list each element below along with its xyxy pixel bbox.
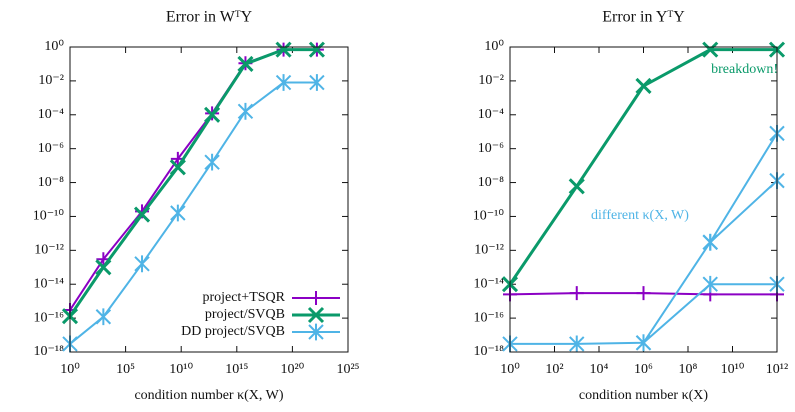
y-tick-label: 10⁻⁸ (478, 175, 504, 190)
y-tick-label: 10⁻¹² (34, 243, 64, 258)
y-tick-label: 10⁻¹² (474, 243, 504, 258)
x-tick-label: 10⁰ (500, 362, 520, 377)
plot-frame (509, 46, 778, 353)
y-tick-label: 10⁻⁶ (38, 141, 64, 156)
series-line (69, 81, 317, 345)
series-line (709, 179, 778, 243)
x-tick-label: 10¹² (766, 362, 788, 377)
x-axis-label: condition number κ(X) (579, 388, 708, 403)
y-tick-label: 10⁻¹⁶ (474, 310, 505, 325)
x-tick-label: 10²⁰ (280, 362, 304, 377)
data-marker (275, 41, 292, 58)
x-tick-label: 10⁵ (116, 362, 135, 377)
data-marker (237, 102, 254, 120)
y-tick-label: 10⁻¹⁴ (474, 276, 505, 291)
data-marker (702, 41, 719, 58)
data-marker (170, 204, 186, 222)
data-marker (635, 334, 652, 352)
chart-title: Error in YᵀY (602, 9, 685, 26)
data-marker (636, 286, 651, 301)
subplot: Error in WᵀY condition number κ(X, W) 10⁰ 1… (33, 9, 360, 404)
legend-label: project/SVQB (205, 307, 285, 322)
x-tick-label: 10⁶ (634, 362, 653, 377)
y-tick-label: 10⁻¹⁰ (473, 209, 505, 224)
data-marker (569, 335, 585, 353)
data-marker (204, 153, 220, 171)
data-marker (134, 255, 150, 273)
data-marker (702, 233, 718, 251)
x-tick-label: 10⁰ (60, 362, 80, 377)
y-tick-label: 10⁰ (484, 39, 504, 54)
series-line (68, 48, 317, 318)
y-tick-label: 10⁻⁴ (478, 107, 504, 122)
y-tick-label: 10⁻⁶ (478, 141, 504, 156)
data-marker (169, 159, 186, 176)
legend-marker (308, 323, 324, 341)
legend-label: DD project/SVQB (181, 324, 285, 339)
y-tick-label: 10⁰ (44, 39, 64, 54)
x-tick-label: 10¹⁰ (721, 362, 745, 377)
data-marker (204, 106, 221, 123)
legend-marker (309, 291, 323, 305)
y-tick-label: 10⁻² (478, 73, 504, 88)
x-tick-label: 10²⁵ (336, 362, 359, 377)
data-marker (237, 55, 254, 73)
data-marker (569, 286, 584, 301)
data-marker (95, 259, 112, 276)
x-tick-label: 10¹⁵ (225, 362, 248, 377)
data-marker (635, 77, 652, 95)
chart-title: Error in WᵀY (166, 9, 253, 26)
y-tick-label: 10⁻¹⁸ (474, 344, 505, 359)
data-marker (275, 74, 292, 91)
data-marker (309, 74, 325, 91)
y-tick-label: 10⁻⁴ (38, 107, 64, 122)
x-tick-label: 10¹⁰ (169, 362, 193, 377)
data-marker (308, 41, 325, 58)
legend-marker (307, 306, 325, 324)
annotation: different κ(X, W) (591, 208, 689, 223)
y-tick-label: 10⁻² (38, 73, 64, 88)
y-tick-label: 10⁻¹⁶ (34, 310, 65, 325)
x-tick-label: 10⁴ (590, 362, 609, 377)
y-tick-label: 10⁻¹⁸ (34, 344, 65, 359)
data-marker (702, 275, 718, 293)
data-marker (133, 206, 151, 223)
plot-frame (69, 46, 349, 353)
x-axis-label: condition number κ(X, W) (134, 388, 283, 403)
y-tick-label: 10⁻¹⁴ (34, 276, 65, 291)
legend-label: project+TSQR (202, 290, 285, 305)
data-marker (568, 178, 585, 195)
annotation: breakdown! (711, 62, 778, 77)
data-marker (95, 308, 112, 326)
x-tick-label: 10² (545, 362, 563, 377)
subplot: Error in YᵀY condition number κ(X) 10⁰ 10² 1… (473, 9, 788, 404)
y-tick-label: 10⁻⁸ (38, 175, 64, 190)
x-tick-label: 10⁸ (679, 362, 698, 377)
y-tick-label: 10⁻¹⁰ (33, 209, 65, 224)
